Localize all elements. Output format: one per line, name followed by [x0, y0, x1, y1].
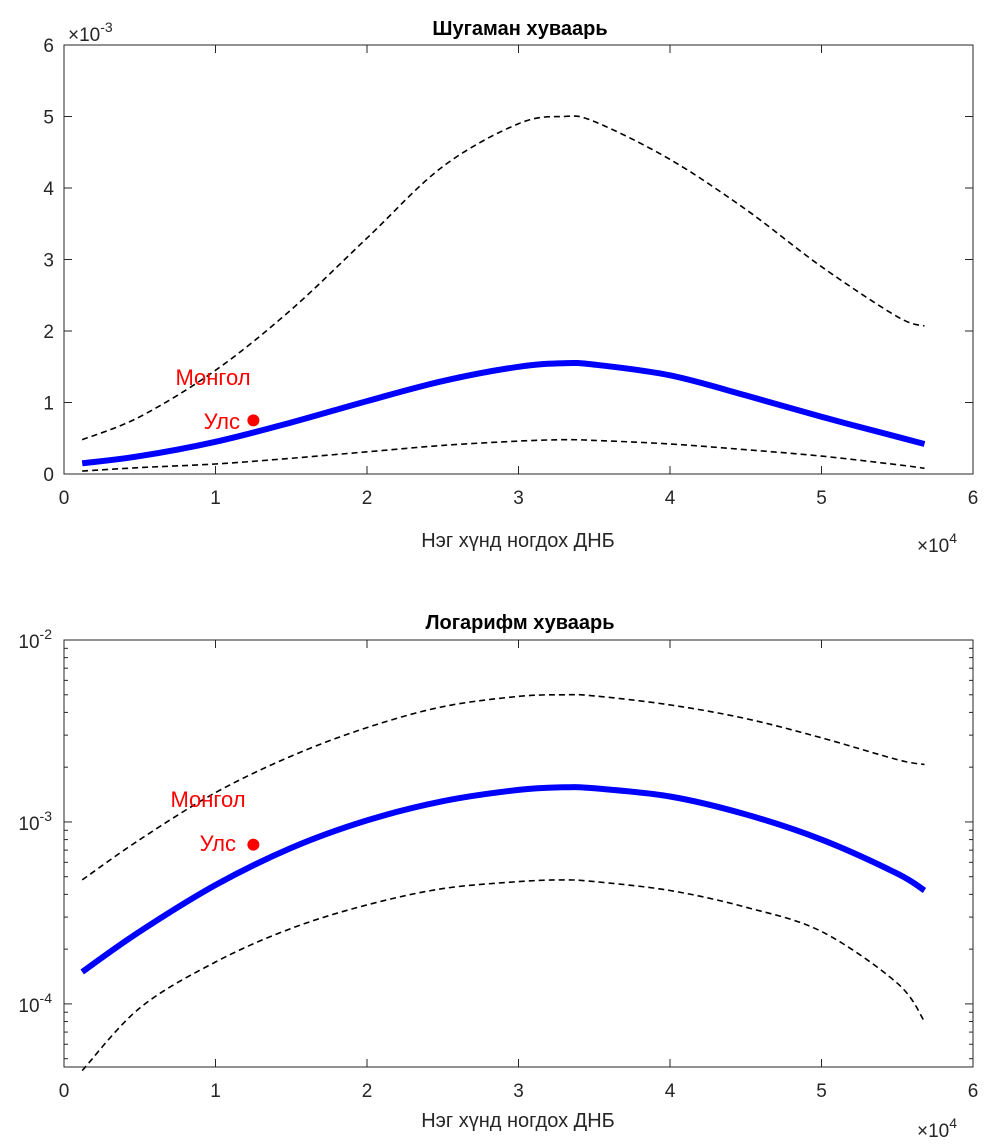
linear-annotation-uls: Улс: [204, 409, 240, 434]
log-x-exponent: ×104: [917, 1115, 957, 1142]
linear-chart-title: Шугаман хуваарь: [432, 18, 607, 40]
y-tick-label: 6: [43, 36, 54, 57]
mongolia-marker: [247, 414, 260, 427]
x-tick-label: 6: [968, 1081, 979, 1102]
linear-annotation-mongol: Монгол: [175, 365, 250, 390]
y-tick-label: 4: [43, 179, 54, 200]
central-estimate-line: [81, 359, 926, 467]
log-series: [80, 693, 927, 1072]
x-tick-label: 5: [816, 1081, 827, 1102]
x-tick-label: 4: [665, 488, 676, 509]
log-x-axis-label: Нэг хүнд ногдох ДНБ: [421, 1110, 615, 1132]
x-tick-label: 3: [513, 1081, 524, 1102]
x-tick-label: 6: [968, 488, 979, 509]
x-tick-label: 1: [210, 1081, 221, 1102]
log-chart-title: Логарифм хуваарь: [425, 612, 614, 634]
x-tick-label: 2: [362, 488, 373, 509]
linear-chart: Шугаман хуваарь ×10-3 0 1 2 3 4 5 6 0 1 2 3 4 5 6 Мо…: [43, 18, 978, 557]
log-y-tick-labels: 10-2 10-3 10-4: [18, 626, 52, 1017]
x-tick-label: 0: [59, 488, 70, 509]
x-tick-label: 4: [665, 1081, 676, 1102]
linear-series: [81, 115, 926, 472]
log-axes: [63, 639, 974, 1068]
y-tick-label: 10-2: [18, 626, 52, 653]
upper-bound-dashed-line: [81, 115, 925, 441]
y-tick-label: 2: [43, 322, 54, 343]
x-tick-label: 0: [59, 1081, 70, 1102]
central-estimate-line: [80, 784, 927, 975]
x-tick-label: 3: [513, 488, 524, 509]
y-tick-label: 5: [43, 108, 54, 129]
mongolia-marker: [247, 838, 260, 851]
y-tick-label: 1: [43, 394, 54, 415]
y-tick-label: 0: [43, 465, 54, 486]
log-annotation-uls: Улс: [200, 831, 236, 856]
lower-bound-dashed-line: [82, 438, 925, 472]
y-tick-label: 3: [43, 251, 54, 272]
linear-x-tick-labels: 0 1 2 3 4 5 6: [59, 488, 979, 509]
linear-x-exponent: ×104: [917, 530, 957, 557]
linear-axes: [63, 44, 974, 475]
upper-bound-dashed-line: [81, 693, 925, 881]
linear-y-tick-labels: 0 1 2 3 4 5 6: [43, 36, 54, 486]
x-tick-label: 1: [210, 488, 221, 509]
linear-x-axis-label: Нэг хүнд ногдох ДНБ: [421, 530, 615, 552]
log-chart: Логарифм хуваарь 0 1 2 3 4 5 6 10-2 10-3 10-4 Мо…: [18, 612, 978, 1142]
x-tick-label: 5: [816, 488, 827, 509]
log-x-tick-labels: 0 1 2 3 4 5 6: [59, 1081, 979, 1102]
log-annotation-mongol: Монгол: [170, 787, 245, 812]
y-tick-label: 10-4: [18, 990, 52, 1017]
y-tick-label: 10-3: [18, 808, 52, 835]
linear-y-exponent: ×10-3: [68, 19, 113, 46]
lower-bound-dashed-line: [81, 879, 926, 1072]
x-tick-label: 2: [362, 1081, 373, 1102]
